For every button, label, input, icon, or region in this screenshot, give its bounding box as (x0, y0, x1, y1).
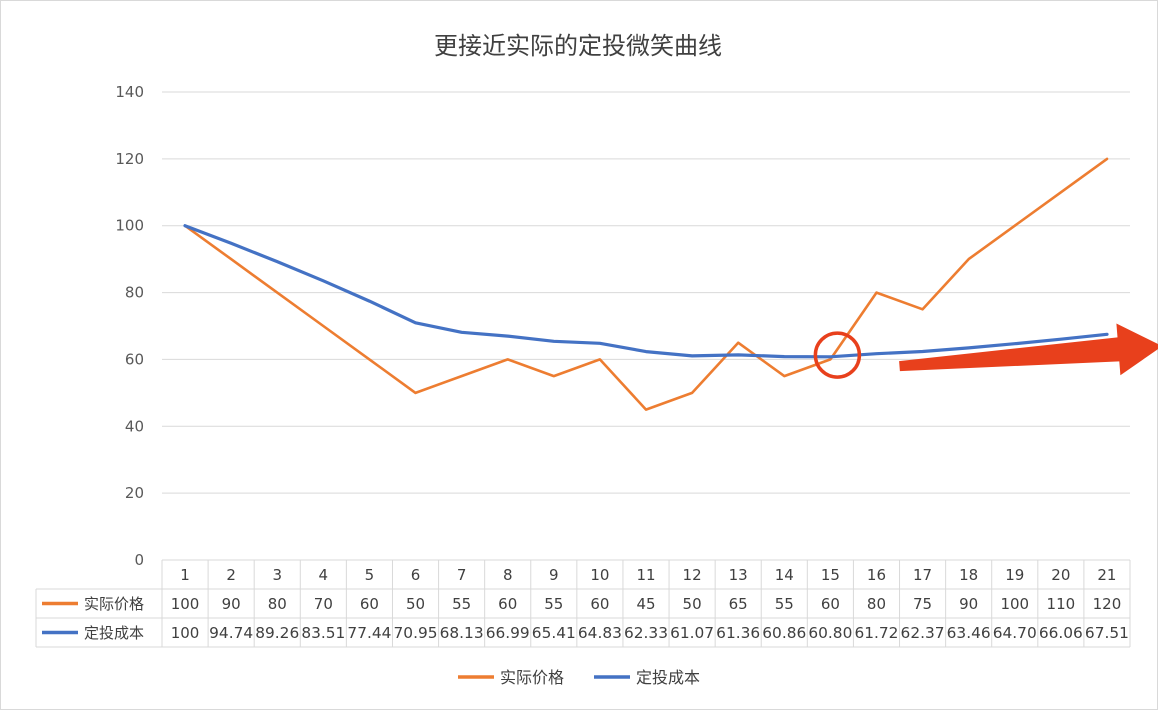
data-label: 50 (406, 595, 425, 613)
x-tick-label: 13 (729, 566, 748, 584)
data-label: 90 (959, 595, 978, 613)
data-label: 100 (1000, 595, 1029, 613)
y-tick-label: 120 (115, 150, 144, 168)
data-label: 61.36 (716, 624, 760, 642)
legend: 实际价格 定投成本 (458, 668, 700, 687)
x-tick-label: 2 (226, 566, 236, 584)
x-tick-label: 11 (636, 566, 655, 584)
chart-title: 更接近实际的定投微笑曲线 (434, 32, 722, 60)
data-label: 50 (683, 595, 702, 613)
x-tick-label: 15 (821, 566, 840, 584)
x-tick-label: 10 (590, 566, 609, 584)
data-label: 60.86 (762, 624, 806, 642)
data-label: 70.95 (394, 624, 438, 642)
y-tick-label: 80 (125, 284, 144, 302)
x-tick-label: 5 (365, 566, 375, 584)
legend-entry: 定投成本 (636, 668, 700, 687)
gridlines (162, 91, 1130, 494)
data-label: 62.33 (624, 624, 668, 642)
data-label: 90 (222, 595, 241, 613)
x-tick-label: 12 (683, 566, 702, 584)
data-label: 66.99 (486, 624, 530, 642)
data-label: 65.41 (532, 624, 576, 642)
data-label: 77.44 (347, 624, 391, 642)
y-tick-label: 20 (125, 484, 144, 502)
x-tick-label: 18 (959, 566, 978, 584)
data-label: 63.46 (947, 624, 991, 642)
x-tick-label: 6 (411, 566, 421, 584)
data-label: 60.80 (808, 624, 852, 642)
data-label: 64.70 (993, 624, 1037, 642)
y-tick-label: 40 (125, 417, 144, 435)
data-label: 55 (775, 595, 794, 613)
data-label: 100 (171, 624, 200, 642)
data-label: 65 (729, 595, 748, 613)
data-label: 67.51 (1085, 624, 1129, 642)
data-label: 89.26 (255, 624, 299, 642)
y-tick-label: 60 (125, 350, 144, 368)
trend-arrow (899, 323, 1158, 376)
data-label: 83.51 (301, 624, 345, 642)
data-label: 94.74 (209, 624, 253, 642)
data-label: 61.72 (854, 624, 898, 642)
annotations (813, 323, 1158, 379)
data-label: 45 (636, 595, 655, 613)
x-tick-label: 21 (1097, 566, 1116, 584)
data-label: 70 (314, 595, 333, 613)
x-tick-label: 3 (272, 566, 282, 584)
data-label: 60 (498, 595, 517, 613)
x-tick-label: 1 (180, 566, 190, 584)
x-tick-label: 4 (319, 566, 329, 584)
y-tick-label: 0 (134, 551, 144, 569)
x-tick-label: 9 (549, 566, 559, 584)
data-label: 80 (867, 595, 886, 613)
data-label: 61.07 (670, 624, 714, 642)
table-series-name: 实际价格 (84, 595, 144, 613)
x-tick-label: 14 (775, 566, 794, 584)
x-tick-label: 16 (867, 566, 886, 584)
highlight-circle (813, 331, 862, 379)
y-tick-label: 140 (115, 83, 144, 101)
legend-entry: 实际价格 (500, 668, 564, 687)
data-label: 62.37 (901, 624, 945, 642)
data-label: 68.13 (440, 624, 484, 642)
data-label: 75 (913, 595, 932, 613)
data-label: 55 (544, 595, 563, 613)
series-lines (183, 157, 1109, 411)
series-line-2 (183, 224, 1109, 359)
y-tick-label: 100 (115, 217, 144, 235)
data-label: 120 (1093, 595, 1122, 613)
data-label: 55 (452, 595, 471, 613)
data-label: 60 (821, 595, 840, 613)
x-tick-label: 7 (457, 566, 467, 584)
table-series-name: 定投成本 (84, 624, 144, 642)
data-label: 80 (268, 595, 287, 613)
data-label: 64.83 (578, 624, 622, 642)
x-tick-label: 8 (503, 566, 513, 584)
data-label: 60 (590, 595, 609, 613)
data-label: 66.06 (1039, 624, 1083, 642)
series-line-1 (183, 157, 1109, 411)
x-tick-label: 20 (1051, 566, 1070, 584)
data-label: 60 (360, 595, 379, 613)
x-tick-label: 17 (913, 566, 932, 584)
y-axis: 0 20 40 60 80 100 120 140 (115, 83, 144, 569)
data-label: 100 (171, 595, 200, 613)
data-label: 110 (1047, 595, 1076, 613)
x-tick-label: 19 (1005, 566, 1024, 584)
